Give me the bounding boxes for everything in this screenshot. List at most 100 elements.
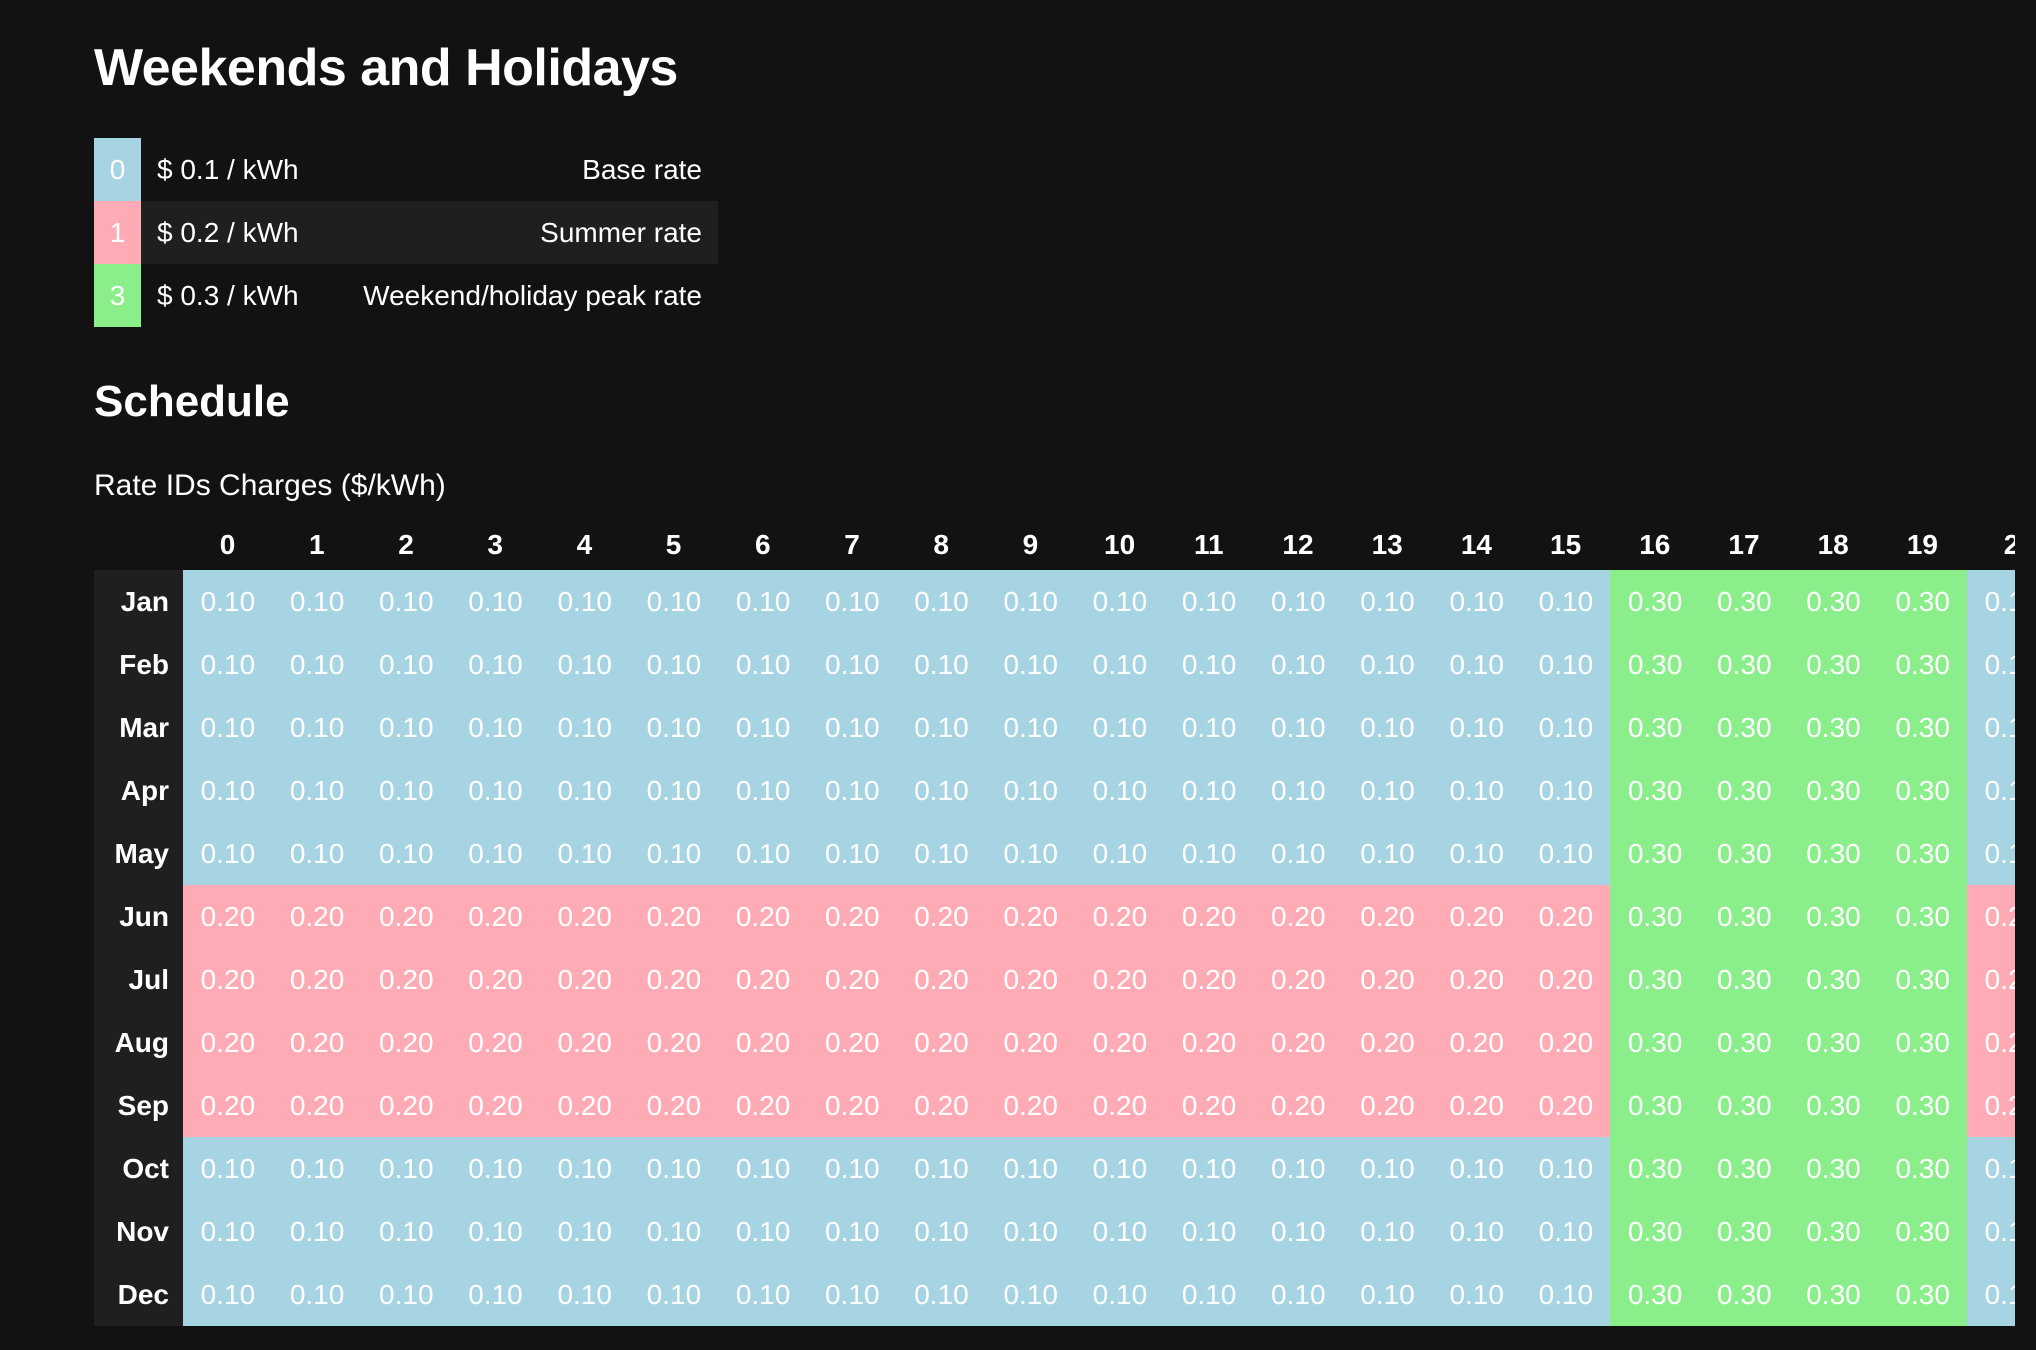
schedule-cell: 0.10: [450, 570, 541, 633]
schedule-cell: 0.20: [807, 948, 898, 1011]
schedule-cell: 0.10: [1253, 633, 1344, 696]
schedule-cell: 0.10: [896, 633, 987, 696]
legend-row: 0 $ 0.1 / kWh Base rate: [94, 138, 718, 201]
schedule-cell: 0.10: [361, 1200, 452, 1263]
legend-description: Summer rate: [540, 216, 702, 248]
schedule-cell: 0.20: [450, 885, 541, 948]
schedule-cell: 0.10: [1521, 1200, 1611, 1263]
schedule-cell: 0.30: [1610, 885, 1700, 948]
schedule-cell: 0.20: [896, 1011, 987, 1074]
schedule-cell: 0.20: [896, 1074, 987, 1137]
legend-rate: $ 0.2 / kWh: [157, 216, 299, 248]
schedule-cell: 0.10: [1521, 1263, 1611, 1326]
hour-header: 11: [1193, 529, 1224, 560]
hour-header: 4: [576, 529, 593, 560]
schedule-cell: 0.30: [1877, 1137, 1968, 1200]
schedule-cell: 0.20: [1253, 948, 1344, 1011]
schedule-cell: 0.10: [896, 759, 987, 822]
schedule-cell: 0.20: [1521, 948, 1611, 1011]
schedule-cell: 0.30: [1610, 1137, 1700, 1200]
schedule-cell: 0.10: [1967, 1137, 2015, 1200]
rate-legend: 0 $ 0.1 / kWh Base rate 1 $ 0.2 / kWh Su…: [94, 138, 718, 327]
schedule-cell: 0.10: [1521, 1137, 1611, 1200]
schedule-cell: 0.20: [1342, 1074, 1433, 1137]
schedule-cell: 0.30: [1877, 759, 1968, 822]
schedule-cell: 0.10: [896, 1200, 987, 1263]
schedule-cell: 0.10: [539, 822, 630, 885]
month-label: Oct: [94, 1137, 183, 1200]
schedule-cell: 0.20: [629, 885, 719, 948]
month-label: Apr: [94, 759, 183, 822]
hour-header: 8: [933, 529, 949, 560]
schedule-cell: 0.10: [985, 633, 1076, 696]
schedule-cell: 0.10: [1253, 570, 1344, 633]
schedule-cell: 0.10: [629, 1263, 719, 1326]
schedule-cell: 0.10: [272, 1263, 362, 1326]
month-label: Aug: [94, 1011, 183, 1074]
hour-header: 7: [844, 529, 860, 560]
schedule-cell: 0.10: [718, 822, 808, 885]
schedule-cell: 0.10: [539, 696, 630, 759]
schedule-cell: 0.10: [896, 1137, 987, 1200]
schedule-cell: 0.10: [718, 759, 808, 822]
page-title: Weekends and Holidays: [94, 39, 678, 97]
schedule-cell: 0.20: [985, 948, 1076, 1011]
schedule-cell: 0.10: [807, 759, 898, 822]
schedule-cell: 0.10: [1521, 696, 1611, 759]
schedule-cell: 0.10: [1521, 759, 1611, 822]
schedule-cell: 0.30: [1788, 570, 1879, 633]
schedule-cell: 0.10: [1164, 1200, 1254, 1263]
schedule-cell: 0.10: [272, 570, 362, 633]
schedule-cell: 0.30: [1877, 1200, 1968, 1263]
schedule-cell: 0.30: [1788, 1263, 1879, 1326]
schedule-cell: 0.20: [183, 1011, 273, 1074]
schedule-cell: 0.10: [361, 1137, 452, 1200]
schedule-cell: 0.20: [272, 1074, 362, 1137]
schedule-cell: 0.30: [1788, 759, 1879, 822]
schedule-cell: 0.30: [1699, 696, 1790, 759]
schedule-cell: 0.10: [1253, 759, 1344, 822]
hour-header: 10: [1104, 529, 1136, 560]
schedule-cell: 0.10: [1164, 633, 1254, 696]
hour-header: 1: [308, 529, 325, 560]
schedule-cell: 0.30: [1610, 1263, 1700, 1326]
schedule-cell: 0.10: [1164, 1263, 1254, 1326]
schedule-cell: 0.30: [1610, 1200, 1700, 1263]
schedule-cell: 0.10: [1521, 633, 1611, 696]
schedule-cell: 0.10: [985, 1137, 1076, 1200]
schedule-cell: 0.10: [361, 570, 452, 633]
month-label: Nov: [94, 1200, 183, 1263]
month-label: Jun: [94, 885, 183, 948]
legend-swatch: 0: [94, 138, 141, 201]
schedule-cell: 0.20: [1075, 948, 1165, 1011]
schedule-cell: 0.10: [183, 1263, 273, 1326]
schedule-cell: 0.20: [450, 1011, 541, 1074]
schedule-cell: 0.10: [1253, 1137, 1344, 1200]
hour-header: 18: [1817, 529, 1849, 560]
schedule-cell: 0.30: [1877, 1074, 1968, 1137]
schedule-cell: 0.10: [1253, 822, 1344, 885]
hour-header: 15: [1550, 529, 1582, 560]
legend-rate: $ 0.1 / kWh: [157, 153, 299, 185]
schedule-cell: 0.30: [1610, 633, 1700, 696]
month-label: Sep: [94, 1074, 183, 1137]
schedule-cell: 0.10: [1342, 1137, 1433, 1200]
legend-rate: $ 0.3 / kWh: [157, 279, 299, 311]
schedule-cell: 0.20: [1431, 885, 1522, 948]
schedule-cell: 0.10: [985, 696, 1076, 759]
schedule-cell: 0.10: [718, 1137, 808, 1200]
schedule-cell: 0.10: [807, 696, 898, 759]
schedule-cell: 0.10: [718, 570, 808, 633]
schedule-cell: 0.30: [1699, 1137, 1790, 1200]
schedule-cell: 0.20: [1342, 948, 1433, 1011]
schedule-cell: 0.10: [1075, 759, 1165, 822]
schedule-cell: 0.10: [896, 696, 987, 759]
schedule-cell: 0.20: [1967, 1011, 2015, 1074]
schedule-cell: 0.10: [1253, 1263, 1344, 1326]
schedule-cell: 0.30: [1699, 885, 1790, 948]
schedule-cell: 0.10: [361, 1263, 452, 1326]
schedule-cell: 0.10: [1075, 696, 1165, 759]
schedule-cell: 0.20: [1967, 1074, 2015, 1137]
schedule-cell: 0.30: [1610, 948, 1700, 1011]
schedule-cell: 0.20: [450, 948, 541, 1011]
